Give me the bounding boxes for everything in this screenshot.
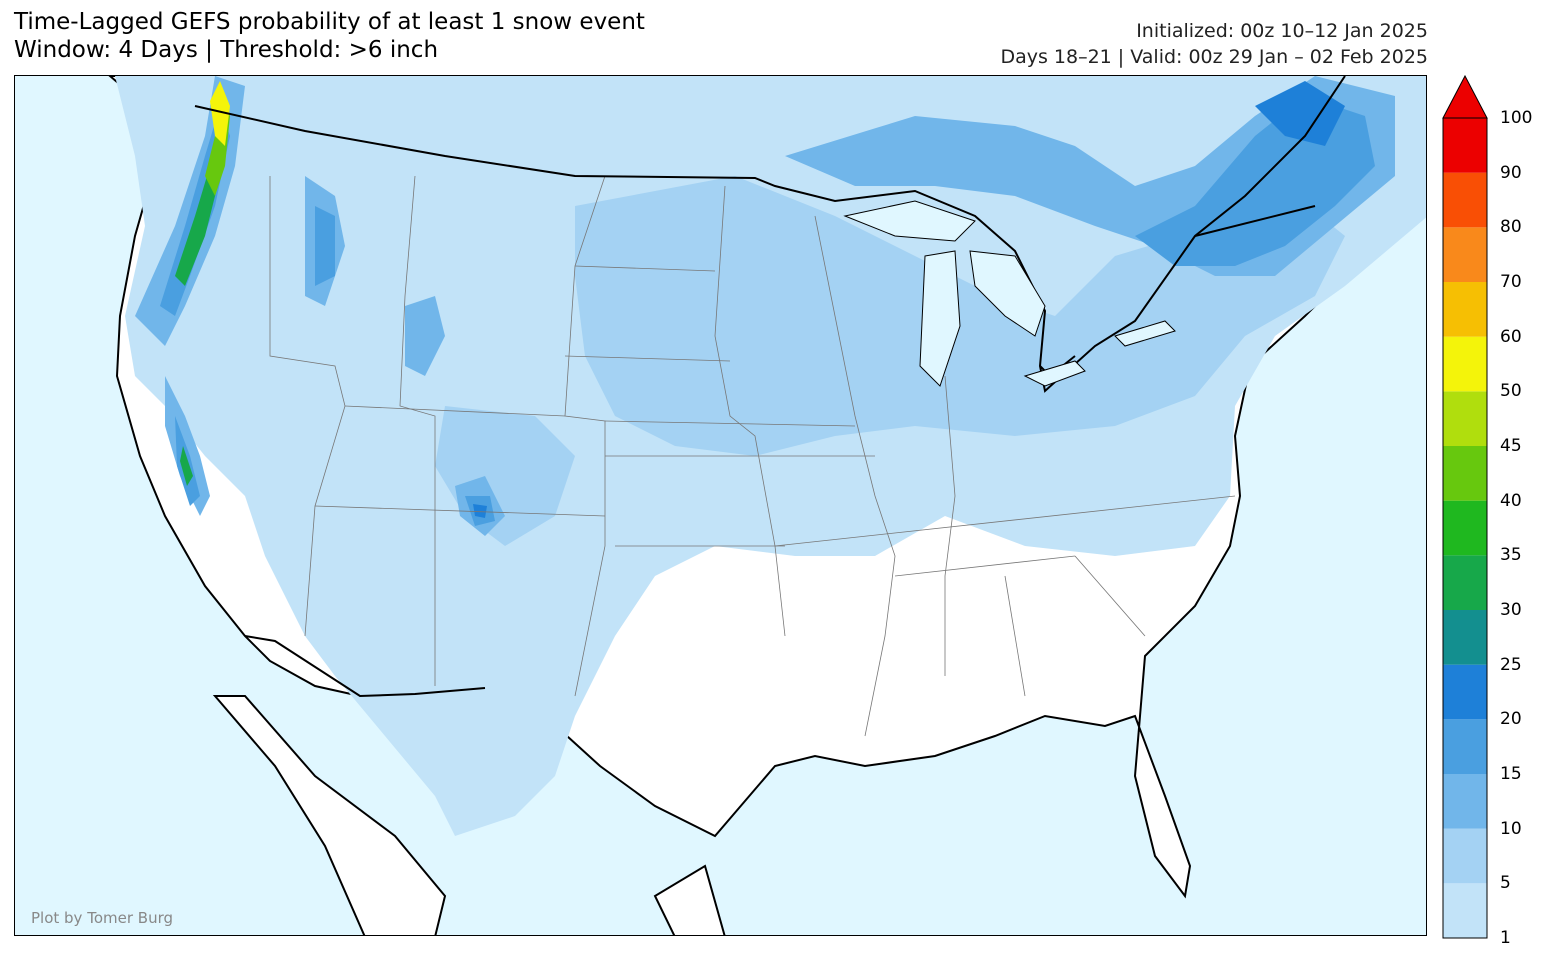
map-canvas (108, 76, 1426, 935)
colorbar-overflow-arrow (1442, 74, 1488, 119)
colorbar-swatch (1443, 719, 1487, 774)
map-subtitle: Window: 4 Days | Threshold: >6 inch (14, 37, 439, 63)
colorbar-swatch (1443, 172, 1487, 228)
colorbar-tick-label: 1 (1500, 928, 1511, 948)
colorbar-swatch (1443, 555, 1487, 610)
colorbar-swatch (1443, 774, 1487, 829)
colorbar-tick-label: 25 (1500, 654, 1522, 675)
colorbar-tick-label: 50 (1500, 381, 1522, 402)
colorbar-swatch (1443, 883, 1487, 938)
state-borders (269, 175, 1236, 737)
map-title: Time-Lagged GEFS probability of at least… (14, 9, 645, 35)
colorbar-swatch (1443, 282, 1487, 337)
colorbar-swatch (1443, 227, 1487, 282)
title-block: Time-Lagged GEFS probability of at least… (14, 8, 645, 64)
colorbar-tick-label: 40 (1500, 490, 1522, 511)
colorbar-tick-label: 15 (1500, 764, 1522, 784)
colorbar-swatch (1443, 828, 1487, 884)
colorbar-tick-label: 10 (1500, 818, 1522, 839)
colorbar-swatch (1443, 391, 1487, 446)
run-info: Initialized: 00z 10–12 Jan 2025 Days 18–… (1000, 18, 1428, 70)
colorbar-tick-label: 45 (1500, 436, 1522, 456)
colorbar-swatch (1443, 446, 1487, 501)
colorbar-tick-label: 30 (1500, 600, 1522, 620)
colorbar-swatch (1443, 336, 1487, 392)
colorbar-tick-label: 90 (1500, 162, 1522, 183)
colorbar-swatch (1443, 610, 1487, 665)
colorbar-tick-label: 80 (1500, 217, 1522, 238)
colorbar-tick-label: 20 (1500, 709, 1522, 730)
colorbar-tick-label: 5 (1500, 873, 1511, 894)
initialized-text: Initialized: 00z 10–12 Jan 2025 (1136, 20, 1428, 42)
colorbar-tick-label: 60 (1500, 326, 1522, 347)
colorbar-frame (1442, 117, 1488, 939)
great-lakes (843, 200, 1176, 387)
colorbar-tick-label: 35 (1500, 545, 1522, 566)
colorbar (1442, 74, 1488, 939)
colorbar-tick-label: 70 (1500, 272, 1522, 292)
colorbar-swatch (1443, 118, 1487, 173)
colorbar-swatch (1443, 664, 1487, 720)
credit-text: Plot by Tomer Burg (31, 909, 173, 927)
map-frame: Plot by Tomer Burg (14, 75, 1427, 936)
colorbar-tick-label: 100 (1500, 108, 1533, 128)
colorbar-swatch (1443, 500, 1487, 556)
valid-text: Days 18–21 | Valid: 00z 29 Jan – 02 Feb … (1000, 46, 1428, 68)
